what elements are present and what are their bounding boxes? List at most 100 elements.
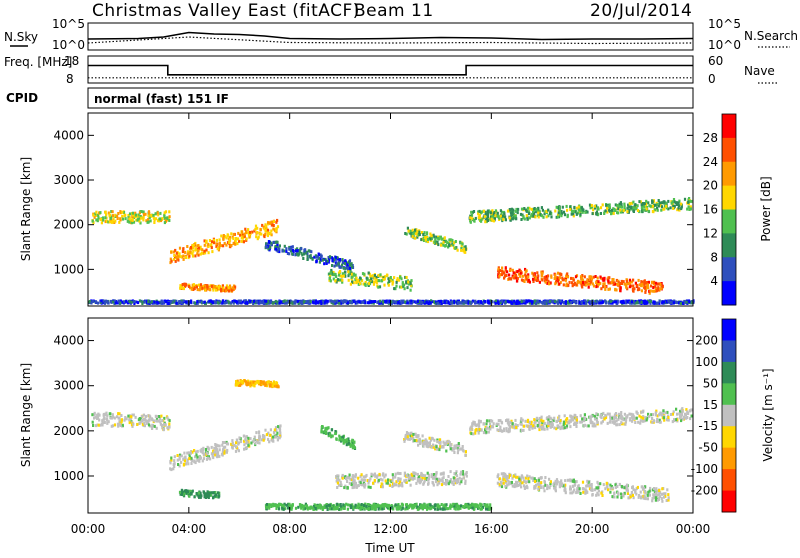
power-cell — [243, 240, 245, 243]
velocity-cell — [647, 497, 649, 500]
velocity-cell — [537, 424, 539, 427]
velocity-cell — [98, 424, 100, 427]
velocity-cell — [580, 414, 582, 417]
velocity-cell — [412, 478, 414, 481]
velocity-cell — [563, 423, 565, 426]
power-cell — [577, 280, 579, 283]
power-cell — [141, 302, 143, 305]
velocity-cell — [320, 430, 322, 433]
velocity-cell — [507, 422, 509, 425]
velocity-cell — [335, 437, 337, 440]
power-cell — [153, 301, 155, 304]
velocity-cell — [429, 444, 431, 447]
velocity-cell — [329, 433, 331, 436]
velocity-cell — [486, 419, 488, 422]
power-cell — [177, 259, 179, 262]
power-cell — [327, 300, 329, 303]
power-cell — [658, 282, 660, 285]
power-cell — [527, 207, 529, 210]
noise-panel: N.Sky 10^5 10^0 10^5 10^0 N.Search — [4, 17, 798, 52]
velocity-cell — [118, 417, 120, 420]
velocity-cell — [668, 419, 670, 422]
power-cell — [194, 254, 196, 257]
power-cell — [569, 205, 571, 208]
power-cell — [235, 237, 237, 240]
velocity-cell — [93, 413, 95, 416]
velocity-cell — [448, 482, 450, 485]
velocity-cell — [624, 413, 626, 416]
power-cell — [541, 214, 543, 217]
power-cell — [583, 302, 585, 305]
velocity-cell — [148, 423, 150, 426]
velocity-cell — [250, 442, 252, 445]
power-cell — [219, 238, 221, 241]
velocity-cell — [571, 416, 573, 419]
velocity-cell — [190, 457, 192, 460]
power-cell — [442, 244, 444, 247]
power-cell — [268, 240, 270, 243]
power-cell — [275, 241, 277, 244]
velocity-cell — [120, 414, 122, 417]
power-cell — [121, 215, 123, 218]
power-colorbar-segment-7 — [722, 281, 736, 305]
power-cell — [161, 300, 163, 303]
velocity-cell — [348, 477, 350, 480]
velocity-cell — [483, 422, 485, 425]
power-cell — [480, 219, 482, 222]
velocity-cell — [415, 482, 417, 485]
velocity-cell — [184, 459, 186, 462]
power-cell — [521, 300, 523, 303]
power-cell — [265, 300, 267, 303]
velocity-cell — [191, 493, 193, 496]
power-cell — [475, 217, 477, 220]
power-cell — [558, 283, 560, 286]
power-cell — [509, 269, 511, 272]
power-cell — [330, 300, 332, 303]
velocity-cell — [406, 431, 408, 434]
power-cell — [427, 238, 429, 241]
power-cell — [157, 211, 159, 214]
velocity-cell — [242, 380, 244, 383]
velocity-cell — [344, 439, 346, 442]
power-cell — [542, 209, 544, 212]
velocity-cell — [346, 480, 348, 483]
velocity-cell — [91, 413, 93, 416]
plot-title: Christmas Valley East (fitACF) — [92, 1, 360, 21]
power-cell — [636, 301, 638, 304]
power-cell — [175, 260, 177, 263]
velocity-cell — [336, 477, 338, 480]
power-cell — [347, 270, 349, 273]
power-cell — [484, 300, 486, 303]
power-cell — [213, 241, 215, 244]
velocity-cell — [144, 424, 146, 427]
power-cell — [384, 277, 386, 280]
velocity-cell — [132, 423, 134, 426]
velocity-cell — [209, 457, 211, 460]
power-cell — [142, 210, 144, 213]
power-cell — [220, 235, 222, 238]
power-cell — [179, 247, 181, 250]
power-cell — [301, 301, 303, 304]
power-cell — [377, 286, 379, 289]
velocity-cell — [657, 420, 659, 423]
power-cell — [131, 301, 133, 304]
power-cell — [219, 242, 221, 245]
power-cell — [379, 300, 381, 303]
power-cell — [559, 272, 561, 275]
power-cell — [351, 273, 353, 276]
power-cell — [196, 286, 198, 289]
velocity-cell — [103, 413, 105, 416]
power-cell — [297, 300, 299, 303]
power-cell — [649, 289, 651, 292]
power-cell — [373, 280, 375, 283]
velocity-cell — [438, 448, 440, 451]
power-cell — [329, 255, 331, 258]
power-cell — [672, 207, 674, 210]
velocity-cell — [414, 439, 416, 442]
power-cell — [561, 277, 563, 280]
power-cell — [565, 300, 567, 303]
power-cell — [513, 271, 515, 274]
velocity-cell — [501, 485, 503, 488]
power-cell — [657, 286, 659, 289]
